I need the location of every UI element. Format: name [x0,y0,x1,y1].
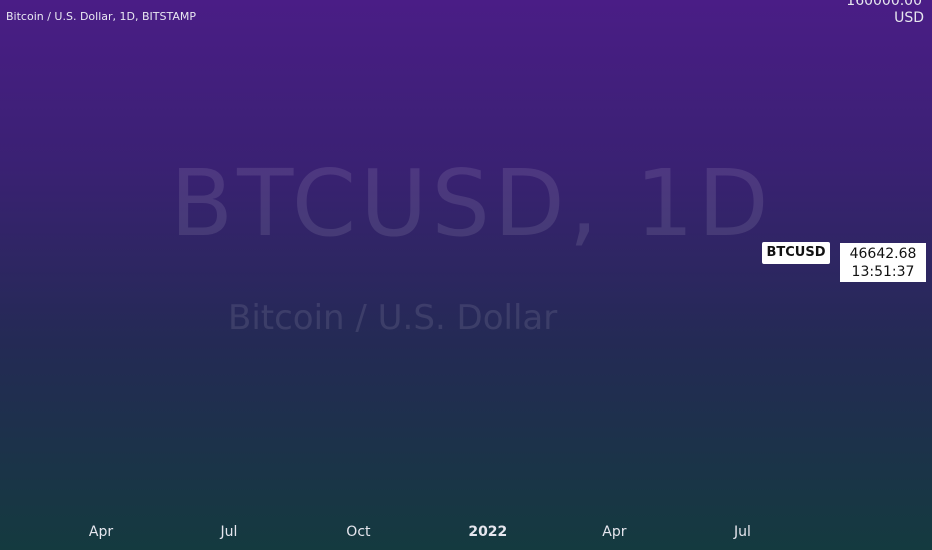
price-unit: USD [894,10,924,26]
time-tick-label: 2022 [468,524,508,540]
chart-title: Bitcoin / U.S. Dollar, 1D, BITSTAMP [6,10,196,23]
time-tick-label: Jul [733,524,751,540]
watermark-symbol: BTCUSD, 1D [170,150,773,257]
time-tick-label: Apr [88,524,114,540]
bar-countdown: 13:51:37 [840,263,926,282]
watermark-name: Bitcoin / U.S. Dollar [228,298,558,338]
time-tick-label: Apr [602,524,627,540]
time-tick-label: Oct [346,524,371,540]
price-tick-label: 160000.00 [846,0,922,9]
time-tick-label: Jul [220,524,238,540]
ticker-label: BTCUSD [762,242,830,264]
last-price-label: 46642.68 [840,243,926,266]
